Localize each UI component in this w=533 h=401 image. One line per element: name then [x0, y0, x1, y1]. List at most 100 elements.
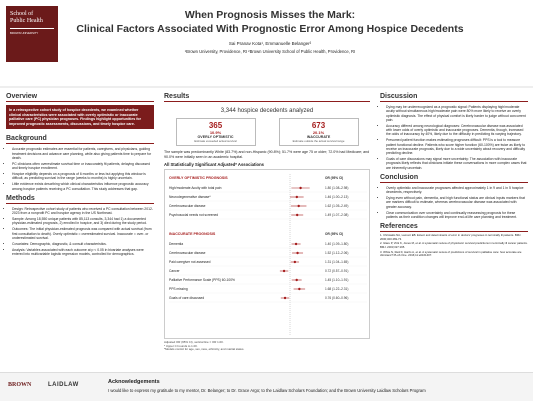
row-label: Cancer	[169, 269, 181, 273]
row-label: Dementia	[169, 242, 183, 246]
footer: BROWN LAIDLAW Acknowledgements I would l…	[0, 372, 533, 401]
bullet: Dying even without pain, dementia, and h…	[386, 196, 528, 209]
section-heading: Results	[164, 93, 370, 102]
or-point	[295, 213, 299, 217]
stat-count: 673	[311, 121, 326, 130]
bullet: Outcomes: The initial physician-estimate…	[12, 227, 154, 240]
bullet: Goals of care discussions may signal mor…	[386, 157, 528, 170]
right-column: Discussion Dying may be underrecognized …	[380, 93, 528, 259]
section-heading: References	[380, 223, 528, 233]
ci-label: 1.46 (1.00–2.13)	[325, 195, 348, 199]
row-label: PPS missing	[169, 287, 188, 291]
or-point	[295, 278, 298, 282]
section-heading: Discussion	[380, 93, 528, 102]
plot-title: All Statistically Significant Adjusted* …	[164, 162, 264, 168]
reference: 3. White N, Reid F, Harris A, et al. A s…	[380, 249, 522, 258]
bullet: Accuracy differed among neurological dia…	[386, 124, 528, 137]
ci-label: 0.76 (0.60–0.96)	[325, 296, 348, 300]
title: When Prognosis Misses the Mark:	[184, 9, 356, 21]
total: 3,344 hospice decedents analyzed	[220, 108, 314, 114]
logo-line: Public Health	[10, 18, 43, 24]
stat-box: 365 10.9% OVERLY OPTIMISTIC Estimate exceed…	[175, 118, 256, 146]
bullet-list: Design: Retrospective cohort study of pa…	[6, 207, 154, 256]
left-column: Overview In a retrospective cohort study…	[6, 93, 154, 258]
stat-label: INACCURATE	[306, 135, 331, 139]
logo: School of Public Health BROWN UNIVERSITY	[6, 6, 58, 62]
bullet: Accurate prognostic estimates are essent…	[12, 147, 154, 160]
bullet: Clear communication over uncertainty and…	[386, 211, 528, 220]
bullet: Covariates: Demographic, diagnostic, & c…	[12, 242, 154, 246]
bullet: Hospice eligibility depends on a prognos…	[12, 172, 154, 181]
footnote: *Models control for age, sex, race, ethn…	[164, 347, 245, 352]
ci-label: 0.72 (0.57–0.91)	[325, 269, 348, 273]
bullet: Little evidence exists describing which …	[12, 182, 154, 191]
footnote: Adjusted OR (95% CI), vertical line = OR…	[164, 340, 224, 345]
ci-label: 1.52 (1.12–2.06)	[325, 251, 348, 255]
logo-line: BROWN UNIVERSITY	[10, 28, 54, 35]
ci-label: 1.62 (1.05–2.49)	[325, 204, 348, 208]
or-point	[299, 186, 302, 190]
row-label: Cerebrovascular disease	[169, 251, 206, 255]
bullet-list: Accurate prognostic estimates are essent…	[6, 147, 154, 190]
stat-note: Estimate exceeded actual survival	[194, 139, 237, 143]
bullet: Design: Retrospective cohort study of pa…	[12, 207, 154, 216]
or-point	[296, 251, 299, 255]
or-point	[293, 260, 297, 264]
ci-label: 1.80 (1.08–2.98)	[325, 186, 348, 190]
bullet: Dying may be underrecognized as a progno…	[386, 105, 528, 122]
header: When Prognosis Misses the Mark: Clinical…	[70, 8, 470, 54]
bullet: Presumed patient function makes estimati…	[386, 138, 528, 155]
section-heading: Background	[6, 135, 154, 145]
row-label: Neurodegenerative disease*	[169, 195, 211, 199]
or-point	[282, 269, 286, 273]
ack-heading: Acknowledgements	[108, 379, 160, 385]
divider	[0, 86, 533, 88]
bullet: Sample: Among 18,550 unique patients wit…	[12, 217, 154, 226]
ci-label: 1.68 (1.22–2.31)	[325, 287, 348, 291]
footnotes: Adjusted OR (95% CI), vertical line = OR…	[164, 341, 370, 352]
row-label: Goals of care discussed	[169, 296, 204, 300]
ack-text: I would like to express my gratitude to …	[108, 388, 426, 393]
logo-laidlaw: LAIDLAW	[48, 382, 79, 388]
ci-label: 1.40 (1.09–1.80)	[325, 242, 348, 246]
reference: 1. Christakis NA, Lamont EB. Extent and …	[380, 233, 522, 241]
footnote: * Upper CI rounds to 1.00.	[164, 343, 198, 348]
row-label: Cerebrovascular disease	[169, 204, 206, 208]
reference: 2. Glare P, Virik K, Jones M, et al. A s…	[380, 241, 528, 249]
bullet: PC clinicians often overestimate surviva…	[12, 162, 154, 171]
row-label: Paid caregiver not assessed	[169, 260, 211, 264]
stat-box: 673 20.1% INACCURATE Estimate outside the a…	[278, 118, 359, 146]
forest-plot: OVERLY OPTIMISTIC PROGNOSIS OR (95% CI) Hi…	[164, 169, 370, 340]
ci-label: 1.49 (1.07–2.08)	[325, 213, 348, 217]
stat-percent: 20.1%	[312, 130, 325, 135]
section-heading: Methods	[6, 195, 154, 204]
authors: Sai Pranav Kota¹, Emmanuelle Belanger²	[228, 41, 312, 46]
group-heading: INACCURATE PROGNOSIS	[169, 232, 216, 236]
section-heading: Conclusion	[380, 174, 528, 183]
ci-heading: OR (95% CI)	[325, 232, 343, 236]
stat-note: Estimate outside the actual survival ran…	[292, 139, 345, 143]
stats: 365 10.9% OVERLY OPTIMISTIC Estimate exceed…	[164, 118, 370, 146]
stat-count: 365	[208, 121, 223, 130]
ci-label: 1.31 (1.04–1.65)	[325, 260, 348, 264]
bullet-list: Overly optimistic and inaccurate prognos…	[380, 186, 528, 219]
stat-percent: 10.9%	[209, 130, 222, 135]
group-heading: OVERLY OPTIMISTIC PROGNOSIS	[169, 176, 228, 180]
section-heading: Overview	[6, 93, 154, 102]
affiliations: ¹Brown University, Providence, RI ²Brown…	[184, 49, 356, 54]
row-label: Palliative Performance Scale (PPS) 60-10…	[169, 278, 235, 282]
subtitle: Clinical Factors Associated With Prognos…	[76, 23, 464, 35]
row-label: Psychosocial needs not screened	[169, 213, 218, 217]
or-point	[294, 242, 298, 246]
row-label: High/moderate Acuity with total pain	[169, 186, 222, 190]
ci-heading: OR (95% CI)	[325, 176, 343, 180]
sample-text: The sample was predominantly White (83.7…	[164, 150, 370, 159]
or-point	[298, 287, 301, 291]
references: 1. Christakis NA, Lamont EB. Extent and …	[380, 233, 528, 258]
logo-brown: BROWN	[8, 382, 32, 388]
bullet-list: Dying may be underrecognized as a progno…	[380, 105, 528, 170]
overview-box: In a retrospective cohort study of hospi…	[6, 105, 154, 130]
ci-label: 1.45 (1.10–1.91)	[325, 278, 348, 282]
bullet: Overly optimistic and inaccurate prognos…	[386, 186, 528, 195]
